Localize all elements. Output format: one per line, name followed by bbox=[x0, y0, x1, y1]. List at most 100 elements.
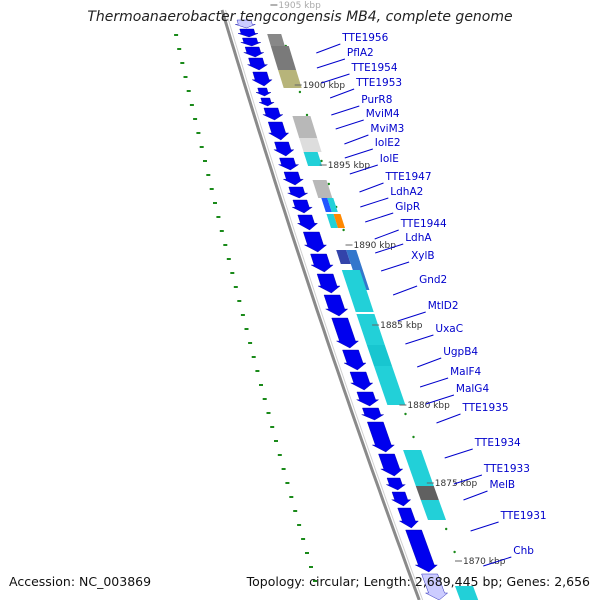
feature-block bbox=[292, 116, 318, 138]
gc-skew-dot bbox=[305, 552, 309, 554]
gene-label-leader bbox=[329, 88, 355, 99]
gene-label-leader bbox=[349, 164, 378, 175]
gene-label: TTE1934 bbox=[474, 437, 521, 449]
gc-skew-dot bbox=[199, 146, 204, 148]
gene-label-leader bbox=[316, 43, 341, 54]
scale-tick-label: 1880 kbp bbox=[407, 401, 450, 411]
gc-plot-dot bbox=[305, 113, 309, 117]
gc-skew-dot bbox=[274, 440, 278, 442]
gene-label-leader bbox=[405, 334, 434, 345]
scale-tick-label: 1875 kbp bbox=[435, 479, 478, 489]
gene-arrow bbox=[378, 453, 404, 477]
gene-arrow bbox=[292, 199, 313, 214]
gene-label-track: TTE1956 PflA2 TTE1954 TTE1953 PurR8 MviM4 MviM… bbox=[316, 32, 547, 567]
feature-block bbox=[366, 345, 392, 366]
gc-skew-dot bbox=[237, 300, 242, 302]
backbone-line bbox=[220, 9, 421, 600]
gene-label: UgpB4 bbox=[443, 346, 478, 358]
gc-skew-dot bbox=[186, 90, 191, 92]
gene-arrow bbox=[397, 507, 419, 529]
gc-skew-dot bbox=[233, 286, 238, 288]
map-title: Thermoanaerobacter tengcongensis MB4, co… bbox=[87, 9, 513, 25]
gc-plot-dot bbox=[404, 412, 407, 416]
gc-skew-dot bbox=[285, 482, 290, 484]
gc-skew-dot bbox=[289, 496, 294, 498]
feature-block bbox=[299, 138, 322, 152]
feature-block bbox=[420, 500, 446, 520]
gc-plot-dot bbox=[327, 182, 330, 186]
gene-arrow bbox=[259, 97, 275, 107]
gene-arrow bbox=[316, 273, 341, 294]
gc-skew-dot bbox=[189, 104, 194, 106]
gc-skew-dot bbox=[251, 356, 256, 358]
gene-label: TTE1947 bbox=[385, 171, 432, 183]
gene-label-leader bbox=[316, 58, 346, 69]
gene-label-leader bbox=[359, 182, 384, 193]
feature-block bbox=[303, 152, 323, 166]
feature-block bbox=[415, 486, 439, 500]
gene-arrow bbox=[252, 71, 273, 87]
gene-label-leader bbox=[470, 521, 499, 532]
gene-arrow bbox=[273, 141, 295, 157]
feature-block bbox=[336, 250, 351, 264]
gene-label: LdhA bbox=[405, 232, 432, 244]
gene-label-leader bbox=[375, 243, 404, 254]
gc-skew-dot bbox=[223, 244, 228, 246]
gene-label: Gnd2 bbox=[419, 274, 447, 286]
gene-label: MelB bbox=[490, 479, 516, 491]
gene-arrow bbox=[310, 253, 334, 273]
gene-label-leader bbox=[463, 490, 488, 501]
feature-block bbox=[333, 214, 345, 228]
gene-label: TTE1931 bbox=[500, 510, 547, 522]
gene-label: TTE1954 bbox=[351, 62, 398, 74]
gene-label-leader bbox=[335, 119, 364, 130]
gene-label-leader bbox=[344, 134, 369, 145]
genome-summary-label: Topology: circular; Length: 2,689,445 bp… bbox=[246, 574, 590, 589]
gene-arrow bbox=[356, 391, 380, 407]
gc-skew-dot bbox=[277, 454, 282, 456]
gene-label: MtlD2 bbox=[428, 300, 459, 312]
gene-arrow bbox=[331, 317, 360, 349]
gc-skew-dot bbox=[248, 342, 253, 344]
feature-block bbox=[327, 198, 338, 212]
gene-label-leader bbox=[453, 474, 483, 485]
gene-label-leader bbox=[365, 212, 394, 223]
gene-label-leader bbox=[417, 357, 442, 368]
feature-block bbox=[321, 198, 332, 212]
feature-block bbox=[356, 314, 385, 345]
gene-label-leader bbox=[444, 448, 473, 459]
gene-label: PflA2 bbox=[347, 47, 374, 59]
gene-arrow bbox=[296, 214, 319, 231]
gene-arrow bbox=[386, 477, 406, 491]
gene-label-leader bbox=[483, 556, 512, 567]
gc-skew-dot bbox=[281, 468, 286, 470]
gene-arrow bbox=[283, 171, 304, 186]
feature-block bbox=[326, 214, 338, 228]
gene-label-leader bbox=[344, 148, 373, 159]
gc-skew-dot bbox=[262, 398, 267, 400]
feature-block bbox=[270, 46, 297, 70]
gene-arrow bbox=[367, 421, 395, 453]
gene-label: MalG4 bbox=[456, 383, 490, 395]
gene-label: IolE2 bbox=[375, 137, 401, 149]
gc-skew-dot bbox=[244, 328, 249, 330]
gc-skew-dot bbox=[203, 160, 207, 162]
gc-skew-dot bbox=[206, 174, 211, 176]
gene-arrow bbox=[237, 28, 259, 38]
gene-label: MalF4 bbox=[450, 366, 481, 378]
gc-skew-dot bbox=[209, 188, 214, 190]
gene-arrow bbox=[255, 87, 272, 97]
feature-block bbox=[455, 586, 479, 600]
gc-skew-dot bbox=[216, 216, 221, 218]
gc-skew-dot bbox=[313, 580, 317, 582]
gc-skew-dot bbox=[297, 524, 302, 526]
gc-skew-dot bbox=[193, 118, 198, 120]
gc-skew-dot bbox=[213, 202, 217, 204]
gene-arrow bbox=[243, 46, 264, 58]
gene-arrow bbox=[267, 121, 290, 141]
gene-label: TTE1935 bbox=[462, 402, 509, 414]
gc-skew-dot bbox=[301, 538, 306, 540]
gene-label: XylB bbox=[411, 250, 435, 262]
scale-tick-label: 1885 kbp bbox=[380, 321, 423, 331]
